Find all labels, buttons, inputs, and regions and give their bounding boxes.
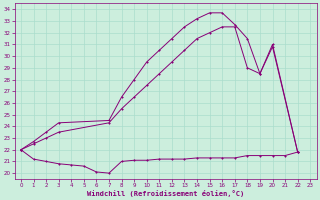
X-axis label: Windchill (Refroidissement éolien,°C): Windchill (Refroidissement éolien,°C) xyxy=(87,190,244,197)
